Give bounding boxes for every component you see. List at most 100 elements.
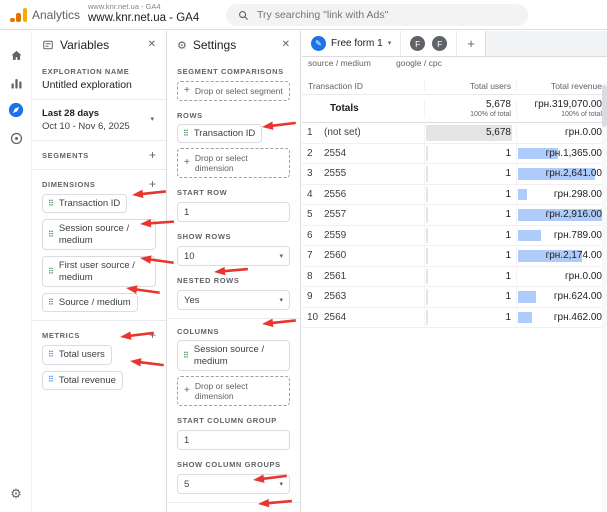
row-transaction-id: 2563 — [324, 291, 347, 303]
totals-row: Totals 5,678 100% of total грн.319,070.0… — [302, 95, 607, 123]
row-transaction-id: 2560 — [324, 250, 347, 262]
rows-drop-zone[interactable]: + Drop or select dimension — [177, 148, 290, 179]
show-column-groups-select[interactable]: 5 ▾ — [177, 474, 290, 495]
row-users-value: 1 — [505, 168, 511, 180]
explore-icon[interactable] — [6, 100, 26, 120]
select-value: 5 — [184, 478, 190, 490]
search-input[interactable] — [257, 9, 497, 21]
table-row[interactable]: 8 2561 1 грн.0.00 — [302, 266, 607, 287]
scrollbar-thumb[interactable] — [602, 85, 607, 127]
dimension-chip-first-user-source-medium[interactable]: ⠿ First user source / medium — [42, 256, 156, 287]
table-row[interactable]: 5 2557 1 грн.2,916.00 — [302, 205, 607, 226]
add-tab-button[interactable]: + — [456, 31, 485, 56]
left-nav-rail: ⚙ — [0, 31, 32, 512]
row-revenue-value: грн.298.00 — [553, 188, 602, 200]
row-revenue-cell: грн.789.00 — [516, 225, 607, 245]
drop-zone-label: Drop or select segment — [194, 86, 283, 96]
close-variables-icon[interactable]: ✕ — [147, 39, 156, 50]
dimension-chip-transaction-id[interactable]: ⠿ Transaction ID — [42, 194, 128, 214]
badge-f-1[interactable]: F — [410, 36, 426, 51]
columns-drop-zone[interactable]: + Drop or select dimension — [177, 376, 290, 407]
settings-gear-icon: ⚙ — [177, 38, 187, 52]
close-settings-icon[interactable]: ✕ — [281, 39, 290, 50]
revenue-bar — [518, 209, 603, 221]
row-dimension-header[interactable]: Transaction ID — [308, 80, 363, 91]
row-users-value: 1 — [505, 291, 511, 303]
rows-chip-transaction-id[interactable]: ⠿ Transaction ID — [177, 124, 263, 144]
admin-gear-icon[interactable]: ⚙ — [10, 486, 22, 502]
total-revenue-header[interactable]: Total revenue — [516, 80, 607, 91]
row-users-value: 1 — [505, 250, 511, 262]
table-row[interactable]: 1 (not set) 5,678 грн.0.00 — [302, 123, 607, 144]
row-users-cell: 1 — [424, 143, 516, 163]
segment-drop-zone[interactable]: + Drop or select segment — [177, 81, 290, 101]
date-preset: Last 28 days — [42, 108, 100, 119]
product-name: Analytics — [32, 8, 81, 22]
start-row-input[interactable] — [177, 202, 290, 223]
row-transaction-id: 2555 — [324, 168, 347, 180]
table-row[interactable]: 6 2559 1 грн.789.00 — [302, 225, 607, 246]
row-index: 10 — [307, 311, 319, 323]
drag-handle-icon: ⠿ — [183, 128, 189, 138]
analytics-logo-icon[interactable] — [10, 8, 27, 22]
total-users-header[interactable]: Total users — [424, 80, 516, 91]
row-index: 4 — [307, 188, 313, 200]
revenue-bar — [518, 147, 558, 159]
tab-badges: F F — [401, 31, 456, 56]
row-users-cell: 5,678 — [424, 123, 516, 143]
home-icon[interactable] — [6, 45, 26, 65]
row-index: 2 — [307, 147, 313, 159]
tab-free-form-1[interactable]: ✎ Free form 1 ▾ — [302, 31, 402, 56]
table-row[interactable]: 3 2555 1 грн.2,641.00 — [302, 164, 607, 185]
row-revenue-cell: грн.462.00 — [516, 307, 607, 327]
show-rows-select[interactable]: 10 ▾ — [177, 246, 290, 267]
row-users-value: 1 — [505, 147, 511, 159]
plus-icon: + — [184, 385, 190, 397]
date-range-picker[interactable]: Last 28 days Oct 10 - Nov 6, 2025 ▾ — [42, 108, 156, 132]
drag-handle-icon: ⠿ — [48, 198, 54, 208]
divider — [32, 99, 166, 100]
revenue-bar — [518, 311, 532, 323]
row-revenue-value: грн.1,365.00 — [545, 147, 602, 159]
nested-rows-select[interactable]: Yes ▾ — [177, 290, 290, 311]
property-selector[interactable]: www.knr.net.ua - GA4 — [88, 12, 200, 24]
totals-label: Totals — [330, 103, 359, 114]
row-revenue-value: грн.624.00 — [553, 291, 602, 303]
exploration-name-input[interactable]: Untitled exploration — [42, 79, 132, 91]
metric-chip-total-users[interactable]: ⠿ Total users — [42, 345, 112, 365]
row-users-value: 1 — [505, 311, 511, 323]
row-revenue-value: грн.0.00 — [565, 270, 602, 282]
columns-chip-session-source-medium[interactable]: ⠿ Session source / medium — [177, 340, 290, 372]
chip-label: Total revenue — [58, 374, 116, 386]
dimension-chip-source-medium[interactable]: ⠿ Source / medium — [42, 292, 138, 313]
users-heatmap — [426, 289, 428, 305]
dimension-chip-session-source-medium[interactable]: ⠿ Session source / medium — [42, 219, 156, 251]
row-revenue-value: грн.2,641.00 — [545, 168, 602, 180]
table-row[interactable]: 2 2554 1 грн.1,365.00 — [302, 143, 607, 164]
chevron-down-icon: ▾ — [150, 115, 154, 123]
row-revenue-value: грн.2,174.00 — [545, 250, 602, 262]
table-row[interactable]: 10 2564 1 грн.462.00 — [302, 307, 607, 328]
users-heatmap — [426, 248, 428, 264]
add-dimension-button[interactable]: + — [148, 177, 156, 191]
table-row[interactable]: 9 2563 1 грн.624.00 — [302, 287, 607, 308]
add-metric-button[interactable]: + — [148, 328, 156, 343]
badge-f-2[interactable]: F — [432, 36, 448, 51]
drag-handle-icon: ⠿ — [48, 350, 54, 360]
advertising-icon[interactable] — [6, 128, 26, 148]
nested-rows-label: NESTED ROWS — [177, 276, 240, 286]
row-users-cell: 1 — [424, 246, 516, 266]
start-column-group-input[interactable] — [177, 430, 290, 451]
add-segment-button[interactable]: + — [148, 148, 156, 162]
table-body: 1 (not set) 5,678 грн.0.00 2 2554 1 грн.… — [302, 123, 607, 328]
search-bar[interactable] — [226, 4, 528, 26]
drag-handle-icon: ⠿ — [48, 229, 54, 239]
reports-icon[interactable] — [6, 73, 26, 93]
table-header-column-dimension: source / medium google / cpc — [302, 57, 607, 77]
table-row[interactable]: 4 2556 1 грн.298.00 — [302, 184, 607, 205]
metric-chip-total-revenue[interactable]: ⠿ Total revenue — [42, 370, 123, 391]
row-transaction-id: (not set) — [324, 127, 361, 139]
table-row[interactable]: 7 2560 1 грн.2,174.00 — [302, 246, 607, 267]
row-index: 5 — [307, 209, 313, 221]
